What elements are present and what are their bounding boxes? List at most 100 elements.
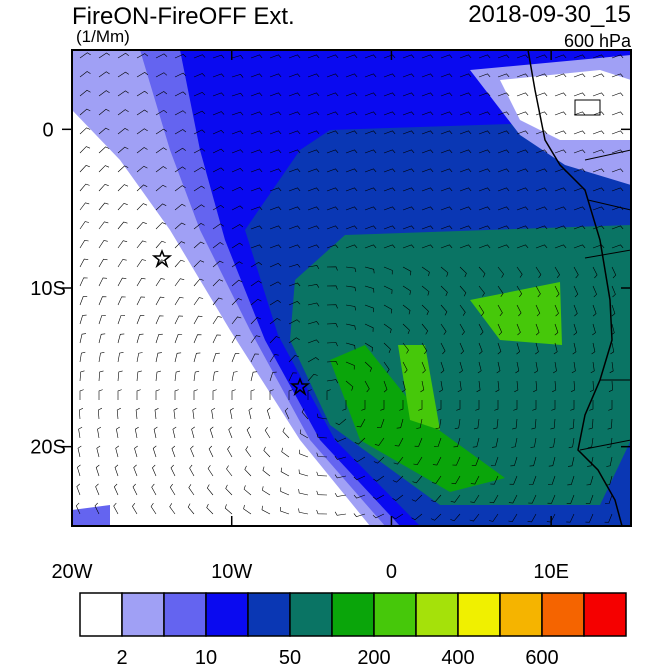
wind-barb	[590, 361, 595, 374]
wind-barb	[570, 400, 575, 411]
wind-barb	[342, 400, 347, 411]
wind-barb	[316, 413, 328, 420]
wind-barb	[307, 206, 320, 211]
y-tick-label: 0	[42, 119, 53, 141]
wind-barb	[250, 244, 263, 249]
wind-barb	[497, 304, 503, 317]
wind-barb	[326, 54, 339, 59]
wind-barb	[488, 513, 499, 522]
wind-barb	[592, 149, 605, 154]
wind-barb	[269, 299, 281, 306]
wind-barb	[383, 168, 396, 173]
wind-barb	[231, 55, 244, 59]
wind-barb	[477, 361, 482, 374]
wind-barb	[307, 73, 320, 78]
wind-barb	[269, 206, 282, 211]
wind-barb	[509, 475, 518, 485]
wind-barb	[155, 370, 161, 382]
wind-barb	[434, 437, 442, 447]
wind-barb	[288, 389, 293, 400]
wind-barb	[440, 285, 448, 297]
wind-barb	[155, 240, 166, 249]
wind-barb	[98, 240, 108, 249]
wind-barb	[307, 357, 320, 363]
wind-barb	[174, 91, 187, 97]
wind-barb	[421, 206, 434, 211]
wind-barb	[611, 285, 616, 298]
wind-barb	[383, 342, 391, 354]
wind-barb	[345, 266, 357, 273]
wind-barb	[535, 206, 548, 211]
wind-barb	[231, 186, 244, 192]
wind-barb	[380, 400, 385, 411]
wind-barb	[206, 503, 214, 515]
wind-barb	[250, 54, 263, 59]
wind-barb	[174, 203, 186, 211]
wind-barb	[98, 333, 106, 344]
wind-barb	[307, 265, 320, 270]
wind-barb	[96, 445, 101, 458]
wind-barb	[79, 71, 91, 78]
wind-barb	[354, 437, 366, 445]
wind-barb	[211, 407, 216, 420]
colorbar-label: 2	[116, 647, 127, 667]
wind-barb	[245, 446, 252, 458]
wind-barb	[174, 241, 186, 249]
wind-barb	[280, 467, 290, 477]
wind-barb	[98, 165, 110, 173]
wind-barb	[456, 400, 461, 411]
wind-barb	[134, 426, 139, 439]
wind-barb	[353, 456, 366, 463]
wind-barb	[334, 511, 347, 516]
wind-barb	[610, 342, 615, 355]
wind-barb	[298, 488, 309, 496]
wind-barb	[288, 73, 301, 78]
wind-barb	[383, 266, 393, 275]
wind-barb	[440, 54, 453, 59]
wind-barb	[548, 475, 556, 485]
wind-barb	[421, 111, 434, 116]
wind-barb	[573, 285, 579, 298]
wind-barb	[364, 168, 377, 173]
wind-barb	[174, 222, 186, 230]
wind-barb	[457, 380, 462, 393]
wind-barb	[155, 147, 167, 154]
wind-barb	[440, 206, 453, 211]
wind-barb	[288, 111, 301, 116]
wind-barb	[418, 400, 423, 411]
wind-barb	[364, 380, 370, 393]
wind-barb	[554, 73, 567, 78]
wind-barb	[193, 185, 205, 192]
wind-barb	[383, 111, 396, 116]
wind-barb	[288, 301, 301, 306]
wind-barb	[326, 187, 339, 192]
wind-barb	[471, 456, 480, 466]
wind-barb	[79, 314, 87, 325]
wind-barb	[440, 130, 453, 135]
wind-barb	[374, 437, 385, 446]
wind-barb	[491, 456, 499, 466]
wind-barb	[169, 483, 176, 496]
wind-barb	[98, 202, 109, 211]
wind-barb	[250, 225, 263, 230]
wind-barb	[246, 426, 252, 439]
wind-barb	[383, 244, 396, 249]
wind-barb	[497, 323, 503, 336]
wind-barb	[402, 168, 415, 173]
wind-barb	[288, 187, 301, 192]
wind-barb	[478, 285, 485, 297]
wind-barb	[383, 323, 392, 334]
colorbar-box	[499, 592, 543, 637]
wind-barb	[478, 149, 491, 154]
wind-barb	[79, 146, 91, 154]
wind-barb	[193, 204, 205, 211]
wind-barb	[535, 187, 548, 192]
wind-barb	[414, 437, 423, 447]
wind-barb	[497, 149, 510, 154]
wind-barb	[170, 464, 176, 477]
wind-barb	[98, 389, 103, 400]
wind-barb	[573, 323, 578, 336]
wind-barb	[567, 475, 575, 486]
wind-barb	[250, 73, 263, 78]
wind-barb	[511, 437, 518, 448]
